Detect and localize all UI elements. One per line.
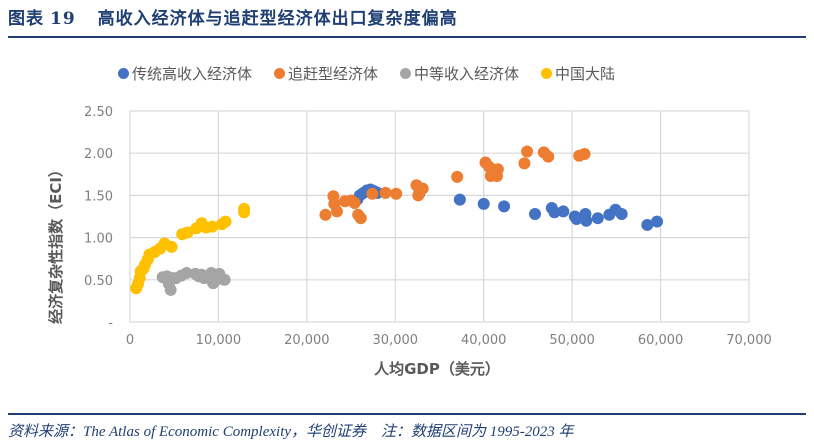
figure-label: 图表 bbox=[8, 9, 44, 29]
data-point bbox=[542, 150, 555, 163]
data-point bbox=[164, 283, 177, 296]
x-axis-ticks: 0 10,000 20,000 30,000 40,000 50,000 60,000 70,… bbox=[126, 333, 772, 348]
y-tick-label: 0.50 bbox=[84, 274, 113, 289]
series-追赶型经济体 bbox=[319, 145, 591, 225]
data-point bbox=[498, 200, 511, 213]
data-point bbox=[354, 212, 367, 225]
data-point bbox=[390, 187, 403, 200]
y-tick-label: 2.00 bbox=[84, 147, 113, 162]
figure-title: 图表 19 高收入经济体与追赶型经济体出口复杂度偏高 bbox=[8, 4, 458, 29]
data-point bbox=[580, 214, 593, 227]
source-note: 资料来源：The Atlas of Economic Complexity，华创… bbox=[8, 424, 574, 440]
data-point bbox=[451, 170, 464, 183]
chart-grid bbox=[129, 110, 750, 323]
data-point bbox=[641, 218, 654, 231]
x-tick-label: 0 bbox=[126, 333, 134, 348]
data-point bbox=[578, 148, 591, 161]
legend-item-catch-up: 追赶型经济体 bbox=[274, 63, 378, 84]
series-中等收入经济体 bbox=[156, 267, 231, 296]
y-tick-label: 2.50 bbox=[84, 105, 113, 120]
data-point bbox=[180, 267, 193, 280]
data-point bbox=[416, 182, 429, 195]
legend-label: 追赶型经济体 bbox=[288, 65, 379, 83]
y-axis-ticks: - 0.50 1.00 1.50 2.00 2.50 bbox=[84, 105, 113, 331]
data-point bbox=[238, 202, 251, 215]
data-point bbox=[651, 215, 664, 228]
x-axis-label: 人均GDP（美元） bbox=[374, 360, 500, 378]
figure-number: 19 bbox=[50, 9, 76, 29]
data-point bbox=[591, 212, 604, 225]
y-tick-label: - bbox=[108, 316, 113, 331]
legend-label: 中国大陆 bbox=[555, 65, 616, 83]
data-point bbox=[206, 220, 219, 233]
x-tick-label: 70,000 bbox=[726, 333, 772, 348]
legend-item-middle-income: 中等收入经济体 bbox=[400, 63, 519, 84]
legend-label: 传统高收入经济体 bbox=[132, 65, 253, 83]
footer-divider bbox=[8, 413, 806, 415]
x-tick-label: 20,000 bbox=[284, 333, 330, 348]
title-divider bbox=[8, 36, 806, 38]
data-point bbox=[548, 206, 561, 219]
data-point bbox=[348, 196, 361, 209]
legend-marker-icon bbox=[118, 68, 129, 79]
data-point bbox=[165, 240, 178, 253]
data-point bbox=[491, 163, 504, 176]
data-point bbox=[319, 208, 332, 221]
data-point bbox=[453, 193, 466, 206]
x-tick-label: 30,000 bbox=[373, 333, 419, 348]
data-point bbox=[477, 197, 490, 210]
data-point bbox=[518, 157, 531, 170]
x-tick-label: 50,000 bbox=[549, 333, 595, 348]
y-tick-label: 1.50 bbox=[84, 189, 113, 204]
legend-item-china: 中国大陆 bbox=[541, 63, 615, 84]
figure-title-text: 高收入经济体与追赶型经济体出口复杂度偏高 bbox=[97, 9, 458, 29]
data-point bbox=[570, 213, 583, 226]
data-point bbox=[529, 207, 542, 220]
data-point bbox=[557, 205, 570, 218]
y-tick-label: 1.00 bbox=[84, 232, 113, 247]
y-axis-label: 经济复杂性指数（ECI） bbox=[47, 162, 65, 324]
data-point bbox=[218, 273, 231, 286]
x-tick-label: 40,000 bbox=[461, 333, 507, 348]
legend-marker-icon bbox=[274, 68, 286, 79]
chart-legend: 传统高收入经济体 追赶型经济体 中等收入经济体 中国大陆 bbox=[118, 63, 615, 84]
data-point bbox=[521, 145, 534, 158]
x-tick-label: 60,000 bbox=[638, 333, 684, 348]
data-point bbox=[219, 215, 232, 228]
data-point bbox=[379, 186, 392, 199]
x-tick-label: 10,000 bbox=[196, 333, 242, 348]
data-point bbox=[330, 205, 343, 218]
legend-marker-icon bbox=[400, 68, 412, 79]
legend-label: 中等收入经济体 bbox=[414, 65, 520, 83]
series-中国大陆 bbox=[130, 202, 251, 295]
legend-marker-icon bbox=[541, 68, 553, 79]
data-point bbox=[366, 187, 379, 200]
data-point bbox=[615, 207, 628, 220]
data-points bbox=[130, 145, 664, 296]
legend-item-high-income: 传统高收入经济体 bbox=[118, 63, 252, 84]
